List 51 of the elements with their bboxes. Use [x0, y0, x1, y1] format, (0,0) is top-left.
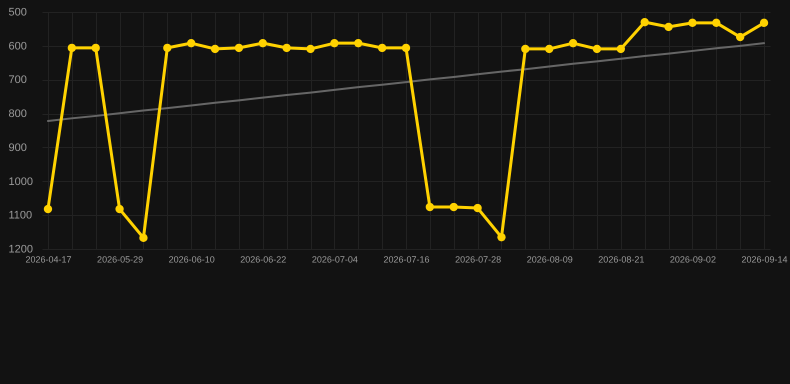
x-tick-label: 2026-09-14: [742, 254, 788, 264]
point: [68, 44, 76, 52]
point: [115, 204, 124, 214]
point: [163, 44, 172, 52]
point: [664, 22, 673, 32]
point: [210, 44, 220, 54]
x-tick-label: 2026-09-02: [670, 254, 716, 264]
point: [306, 44, 315, 54]
x-tick-label: 2026-05-29: [97, 254, 144, 264]
point: [258, 38, 267, 48]
point: [354, 38, 362, 48]
x-tick-label: 2026-07-04: [312, 254, 358, 264]
point: [568, 38, 578, 48]
point: [521, 44, 530, 54]
point: [234, 44, 244, 52]
point: [640, 18, 649, 26]
point: [282, 44, 291, 52]
y-tick-label: 900: [8, 142, 27, 154]
y-tick-label: 600: [8, 40, 27, 52]
point: [736, 32, 744, 42]
point: [760, 18, 768, 28]
y-tick-label: 500: [8, 6, 27, 18]
point: [426, 202, 434, 212]
y-tick-label: 1200: [8, 244, 33, 256]
point: [497, 232, 506, 242]
line-series: [46, 42, 766, 122]
x-tick-label: 2026-08-09: [526, 254, 573, 264]
x-tick-label: 2026-08-21: [598, 254, 644, 264]
y-tick-label: 1000: [8, 176, 33, 188]
point: [402, 44, 410, 52]
x-tick-label: 2026-06-22: [240, 254, 286, 264]
point: [473, 204, 482, 212]
x-tick-label: 2026-07-28: [455, 254, 502, 264]
point: [592, 44, 602, 54]
point: [44, 204, 52, 214]
point: [378, 44, 386, 52]
point: [186, 38, 196, 48]
point: [712, 18, 720, 28]
x-tick-label: 2026-04-17: [25, 254, 72, 264]
point: [616, 44, 626, 54]
y-tick-label: 1100: [8, 210, 32, 222]
point: [92, 44, 100, 52]
y-tick-label: 800: [8, 108, 27, 120]
point: [139, 234, 148, 242]
x-tick-label: 2026-06-10: [168, 254, 215, 264]
x-tick-label: 2026-07-16: [383, 254, 430, 264]
point: [545, 44, 554, 54]
y-tick-label: 700: [8, 74, 27, 86]
point: [688, 18, 697, 28]
point: [330, 38, 339, 48]
point: [450, 202, 458, 212]
